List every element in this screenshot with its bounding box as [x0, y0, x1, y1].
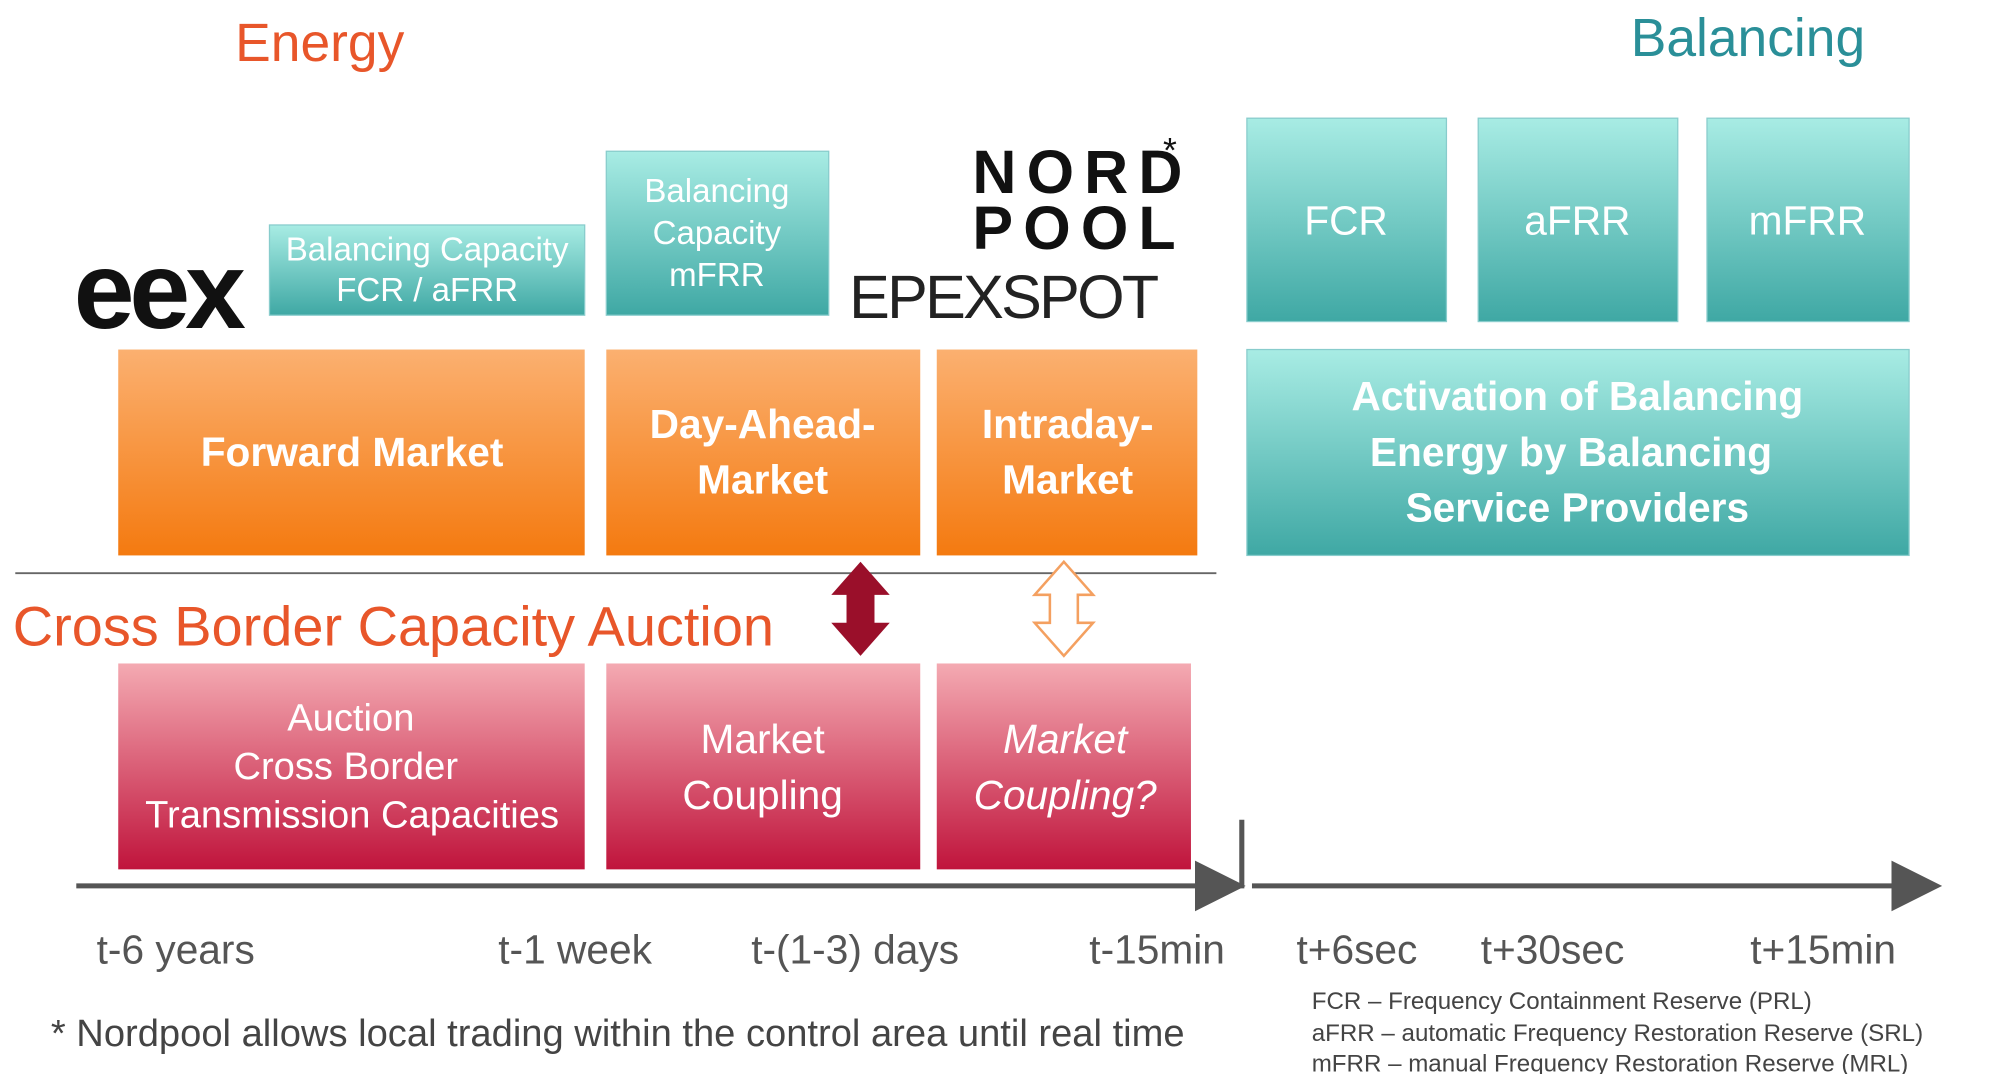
- box-text: FCR / aFRR: [336, 272, 518, 309]
- activation-box: [1246, 348, 1910, 557]
- footnote: * Nordpool allows local trading within t…: [51, 1012, 1185, 1055]
- box-text: Market: [701, 716, 825, 762]
- cross-border-title: Cross Border Capacity Auction: [13, 595, 774, 658]
- box-text: Coupling: [682, 772, 842, 818]
- box-text: mFRR: [1749, 197, 1866, 243]
- time-label: t-1 week: [498, 926, 652, 972]
- double-arrow: [831, 561, 890, 656]
- box-text: Market: [1002, 457, 1134, 503]
- coupling-box: [606, 663, 921, 870]
- eex-logo: eex: [74, 230, 245, 352]
- market-box: [606, 349, 921, 556]
- time-label: t-(1-3) days: [751, 926, 959, 972]
- nordpool-logo: NORD: [972, 138, 1192, 206]
- box-text: Market: [697, 457, 829, 503]
- balancing-box: [1706, 117, 1910, 323]
- legend-item: FCR – Frequency Containment Reserve (PRL…: [1312, 988, 1812, 1015]
- market-box: [118, 349, 585, 556]
- coupling-box: [936, 663, 1191, 870]
- time-label: t+30sec: [1481, 926, 1625, 972]
- box-text: Energy by Balancing: [1370, 429, 1772, 475]
- box-text: Intraday-: [982, 401, 1154, 447]
- box-text: Balancing: [644, 173, 789, 210]
- nordpool-logo: POOL: [972, 194, 1186, 262]
- epexspot-logo: EPEXSPOT: [849, 263, 1159, 331]
- time-label: t-6 years: [97, 926, 255, 972]
- time-label: t+6sec: [1296, 926, 1417, 972]
- box-text: Balancing Capacity: [286, 231, 569, 268]
- box-text: Capacity: [653, 215, 782, 252]
- box-text: Forward Market: [201, 429, 504, 475]
- coupling-box: [118, 663, 585, 870]
- box-text: Auction: [287, 697, 414, 740]
- box-text: Coupling?: [974, 772, 1157, 818]
- legend-item: aFRR – automatic Frequency Restoration R…: [1312, 1020, 1923, 1047]
- box-text: FCR: [1304, 197, 1388, 243]
- time-label: t-15min: [1089, 926, 1225, 972]
- box-text: Service Providers: [1406, 485, 1750, 531]
- box-text: Transmission Capacities: [145, 793, 559, 836]
- time-label: t+15min: [1750, 926, 1896, 972]
- energy-title: Energy: [235, 14, 404, 73]
- box-text: Market: [1003, 716, 1129, 762]
- double-arrow: [1031, 559, 1096, 658]
- legend-item: mFRR – manual Frequency Restoration Rese…: [1312, 1050, 1909, 1074]
- capacity-box: [268, 224, 586, 316]
- box-text: Cross Border: [233, 745, 458, 788]
- box-text: mFRR: [669, 257, 764, 294]
- market-box: [936, 349, 1198, 556]
- asterisk: *: [1163, 131, 1177, 171]
- capacity-box: [605, 150, 830, 316]
- balancing-box: [1246, 117, 1448, 323]
- box-text: Activation of Balancing: [1351, 373, 1803, 419]
- box-text: Day-Ahead-: [650, 401, 876, 447]
- balancing-box: [1477, 117, 1679, 323]
- balancing-title: Balancing: [1631, 9, 1865, 68]
- box-text: aFRR: [1524, 197, 1630, 243]
